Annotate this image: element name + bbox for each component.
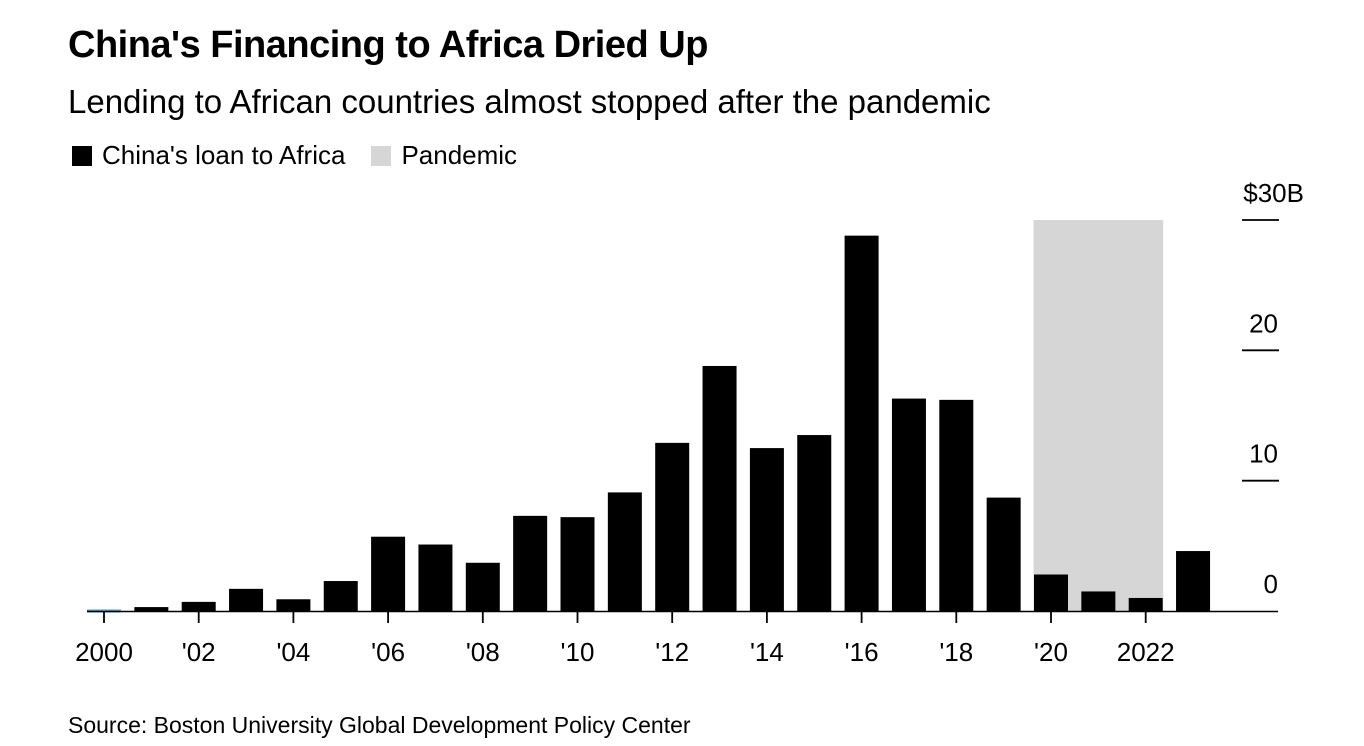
bar-2016 xyxy=(844,235,879,611)
x-axis: 2000 '02 '04 '06 '08 '10 '12 '14 '16 '18 '20 2022 xyxy=(75,610,1278,667)
bar-2021 xyxy=(1081,591,1116,611)
x-tick-label: '06 xyxy=(371,637,405,667)
legend-item-pandemic: Pandemic xyxy=(371,140,517,171)
x-tick-label: '16 xyxy=(845,637,879,667)
pandemic-shaded-region xyxy=(1033,220,1164,611)
bar-2013 xyxy=(702,365,737,611)
bar-2002 xyxy=(181,601,216,611)
bar-2012 xyxy=(655,442,690,611)
bar-2005 xyxy=(323,581,358,611)
x-tick-label: 2000 xyxy=(75,637,133,667)
x-tick-label: '12 xyxy=(655,637,689,667)
x-tick-label: 2022 xyxy=(1117,637,1175,667)
bar-2015 xyxy=(797,435,832,611)
x-tick-label: '04 xyxy=(276,637,310,667)
chart-subtitle: Lending to African countries almost stop… xyxy=(68,83,991,120)
legend: China's loan to Africa Pandemic xyxy=(72,140,543,171)
bar-2018 xyxy=(939,399,974,611)
bar-2019 xyxy=(986,497,1021,611)
bar-2003 xyxy=(229,588,264,611)
bar-2014 xyxy=(749,448,784,611)
pandemic-region-layer xyxy=(1033,220,1164,611)
x-tick-label: '02 xyxy=(182,637,216,667)
bar-2022 xyxy=(1128,597,1163,611)
bars-layer xyxy=(87,235,1211,613)
bar-2006 xyxy=(371,536,406,611)
bar-2023 xyxy=(1176,551,1211,611)
bar-2020 xyxy=(1034,574,1068,611)
bar-2001 xyxy=(134,607,169,611)
x-tick-label: '20 xyxy=(1034,637,1068,667)
x-tick-label: '08 xyxy=(466,637,500,667)
y-tick-label: 10 xyxy=(1249,439,1278,469)
x-tick-label: '14 xyxy=(750,637,784,667)
y-tick-label: $30B xyxy=(1243,178,1304,208)
chart-title: China's Financing to Africa Dried Up xyxy=(68,24,708,66)
bar-2011 xyxy=(607,492,642,611)
legend-item-loans: China's loan to Africa xyxy=(72,140,345,171)
legend-swatch-pandemic xyxy=(371,145,392,166)
legend-swatch-loans xyxy=(72,145,92,166)
y-tick-label: 0 xyxy=(1264,569,1278,599)
legend-label-pandemic: Pandemic xyxy=(401,140,518,170)
bar-2007 xyxy=(418,544,453,611)
y-axis: 0 10 20 $30B xyxy=(1242,178,1304,599)
bar-2004 xyxy=(276,599,311,611)
x-tick-label: '10 xyxy=(561,637,595,667)
source-note: Source: Boston University Global Develop… xyxy=(68,712,691,738)
bar-2009 xyxy=(513,515,548,611)
bar-2017 xyxy=(891,398,926,611)
bar-2008 xyxy=(465,562,500,611)
legend-label-loans: China's loan to Africa xyxy=(102,140,346,170)
bar-2010 xyxy=(560,517,595,611)
y-tick-label: 20 xyxy=(1249,308,1278,338)
x-tick-label: '18 xyxy=(939,637,973,667)
